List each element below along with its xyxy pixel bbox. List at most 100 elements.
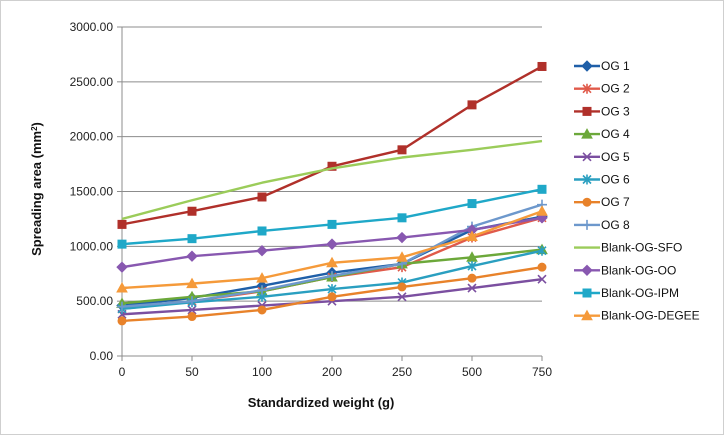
legend-swatch-marker (581, 264, 593, 277)
data-point (467, 100, 477, 110)
data-point (187, 312, 197, 322)
legend-item: Blank-OG-OO (574, 263, 676, 277)
legend-swatch-marker (581, 60, 593, 72)
y-axis-ticks: 0.00 500.00 1000.00 1500.00 2000.00 2500.00 30… (70, 20, 122, 363)
x-tick-label: 100 (252, 365, 272, 379)
legend-item: OG 3 (574, 104, 630, 118)
series-blank-og-oo (116, 212, 548, 273)
data-point (187, 234, 197, 244)
data-point (467, 273, 477, 283)
legend-swatch-marker (582, 288, 592, 298)
series-blank-og-degee (116, 205, 548, 293)
data-point (537, 184, 547, 194)
x-tick-label: 50 (185, 365, 199, 379)
legend-swatch-marker (582, 152, 592, 162)
y-tick-label: 500.00 (76, 294, 113, 308)
x-tick-label: 750 (532, 365, 552, 379)
series-line (121, 65, 543, 226)
data-point (397, 213, 407, 223)
y-tick-label: 2000.00 (70, 130, 114, 144)
legend-item: OG 1 (574, 59, 630, 73)
data-point (396, 231, 408, 244)
legend-item: Blank-OG-DEGEE (574, 309, 700, 323)
data-point (327, 161, 337, 171)
y-axis-title: Spreading area (mm2) (29, 122, 44, 256)
data-point (396, 251, 408, 262)
legend-swatch-marker (582, 219, 592, 230)
legend-swatch-marker (581, 128, 593, 139)
data-point (187, 305, 197, 315)
y-tick-label: 0.00 (90, 349, 114, 363)
x-tick-label: 500 (462, 365, 482, 379)
data-point (537, 61, 547, 71)
data-point (256, 245, 268, 257)
data-point (116, 261, 128, 273)
data-point (257, 305, 267, 315)
series-og-3 (117, 61, 547, 229)
data-point (116, 281, 128, 293)
legend-item: OG 4 (574, 127, 630, 141)
legend-swatch-marker (581, 309, 593, 321)
data-point (257, 192, 267, 202)
data-point (467, 199, 477, 209)
legend-label: Blank-OG-OO (601, 263, 676, 277)
legend-label: OG 3 (601, 104, 630, 118)
data-point (537, 262, 547, 272)
legend-swatch-marker (582, 174, 592, 185)
x-tick-label: 250 (392, 365, 412, 379)
legend-item: Blank-OG-IPM (574, 286, 679, 300)
y-axis-title-superscript: 2 (30, 126, 39, 131)
series-og-7 (117, 262, 547, 326)
data-point (257, 226, 267, 236)
y-axis-title-text: Spreading area (mm (29, 131, 44, 256)
legend: OG 1 OG 2 OG 3 OG 4 OG 5 OG 6 OG 7 OG 8 Blank-OG… (574, 59, 700, 323)
legend-label: OG 6 (601, 173, 630, 187)
legend-item: Blank-OG-SFO (574, 241, 682, 255)
x-axis-ticks: 0 50 100 200 250 500 750 (119, 356, 552, 379)
data-point (466, 230, 478, 241)
y-tick-label: 2500.00 (70, 75, 114, 89)
gridlines (122, 26, 542, 302)
legend-label: OG 7 (601, 195, 630, 209)
data-point (117, 316, 127, 326)
data-point (117, 239, 127, 249)
y-axis-title-close: ) (29, 122, 44, 126)
legend-item: OG 7 (574, 195, 630, 209)
legend-item: OG 6 (574, 173, 630, 187)
data-point (256, 272, 268, 283)
legend-item: OG 5 (574, 150, 630, 164)
legend-item: OG 8 (574, 218, 630, 232)
data-point (397, 292, 407, 302)
data-point (186, 250, 198, 262)
data-point (397, 145, 407, 155)
legend-label: OG 4 (601, 127, 630, 141)
y-tick-label: 1000.00 (70, 239, 114, 253)
data-point (327, 270, 337, 281)
legend-label: OG 1 (601, 59, 630, 73)
legend-label: Blank-OG-SFO (601, 241, 682, 255)
data-point (186, 277, 198, 289)
legend-label: OG 8 (601, 218, 630, 232)
legend-label: OG 2 (601, 82, 630, 96)
data-point (397, 282, 407, 292)
legend-label: Blank-OG-IPM (601, 286, 679, 300)
legend-label: OG 5 (601, 150, 630, 164)
data-point (327, 292, 337, 302)
y-tick-label: 1500.00 (70, 185, 114, 199)
series-blank-og-ipm (117, 184, 547, 249)
legend-item: OG 2 (574, 82, 630, 96)
data-point (537, 245, 547, 256)
data-point (467, 283, 477, 293)
x-axis-title: Standardized weight (g) (248, 395, 395, 410)
data-point (187, 206, 197, 216)
data-point (326, 238, 338, 250)
x-tick-label: 0 (119, 365, 126, 379)
data-point (537, 274, 547, 284)
data-point (257, 285, 267, 296)
data-point (117, 301, 127, 312)
series-layer (116, 61, 548, 326)
series-blank-og-sfo (121, 139, 543, 221)
data-point (187, 296, 197, 307)
legend-swatch-marker (582, 106, 592, 116)
